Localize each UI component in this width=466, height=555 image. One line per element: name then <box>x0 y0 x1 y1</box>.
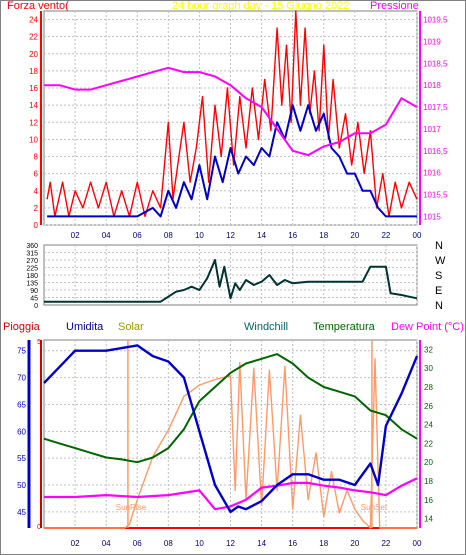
pressure-ytick: 1016 <box>423 169 441 178</box>
humidity-ytick: 55 <box>17 454 26 463</box>
wind-ytick: 10 <box>29 135 38 144</box>
wind-average-line <box>47 104 417 218</box>
wind-xtick: 08 <box>164 231 173 240</box>
chart-title: 24 hour graph day - 15 Giugno 2022 <box>172 0 350 12</box>
wind-xtick: 20 <box>350 231 359 240</box>
wind-ytick: 18 <box>29 67 38 76</box>
wind-xtick: 18 <box>319 231 328 240</box>
sunset-label: SunSet <box>361 503 388 512</box>
wind-xtick: 00 <box>413 231 422 240</box>
temp-xtick: 04 <box>102 539 111 548</box>
temperature-ytick: 22 <box>424 439 433 448</box>
humidity-line <box>43 344 419 514</box>
pressure-ytick: 1019 <box>423 38 441 47</box>
wind-ytick: 16 <box>29 84 38 93</box>
temperature-legend: Temperatura <box>313 321 375 333</box>
temperature-ytick: 14 <box>424 515 433 524</box>
wind-direction-line <box>44 259 418 303</box>
direction-ytick: 270 <box>26 258 38 265</box>
temperature-ytick: 30 <box>424 364 433 373</box>
wind-xtick: 12 <box>226 231 235 240</box>
rain-ytick: 0 <box>37 524 41 531</box>
windchill-legend: Windchill <box>244 321 289 333</box>
dewpoint-legend: Dew Point (°C) <box>391 321 464 333</box>
direction-ytick: 135 <box>26 281 38 288</box>
wind-ytick: 6 <box>34 170 39 179</box>
wind-xtick: 10 <box>195 231 204 240</box>
direction-compass-label: E <box>435 285 442 297</box>
temperature-ytick: 16 <box>424 496 433 505</box>
direction-compass-label: N <box>435 300 443 312</box>
pressure-line <box>44 66 418 157</box>
wind-ytick: 2 <box>34 204 39 213</box>
wind-ytick: 24 <box>29 16 38 25</box>
direction-ytick: 45 <box>30 296 38 303</box>
temperature-ytick: 18 <box>424 477 433 486</box>
wind-xtick: 06 <box>133 231 142 240</box>
temp-xtick: 02 <box>71 539 80 548</box>
pressure-ytick: 1018,5 <box>423 59 448 68</box>
pressure-ytick: 1018 <box>423 81 441 90</box>
temp-xtick: 22 <box>381 539 390 548</box>
humidity-ytick: 45 <box>17 508 26 517</box>
direction-compass-label: W <box>435 255 446 267</box>
humidity-ytick: 75 <box>17 347 26 356</box>
temperature-ytick: 24 <box>424 421 433 430</box>
temp-xtick: 12 <box>226 539 235 548</box>
temp-xtick: 18 <box>319 539 328 548</box>
temp-xtick: 10 <box>195 539 204 548</box>
humidity-ytick: 70 <box>17 374 26 383</box>
wind-xtick: 02 <box>71 231 80 240</box>
dewpoint-line <box>44 477 418 511</box>
pressure-ytick: 1017 <box>423 125 441 134</box>
wind-xtick: 14 <box>257 231 266 240</box>
wind-xtick: 22 <box>381 231 390 240</box>
direction-ytick: 90 <box>30 288 38 295</box>
wind-ytick: 8 <box>34 153 39 162</box>
wind-axis-title: Forza vento( <box>7 0 69 12</box>
solar-legend: Solar <box>118 321 144 333</box>
rain-axis-title: Pioggia <box>3 321 40 333</box>
temperature-ytick: 32 <box>424 345 433 354</box>
pressure-ytick: 1015,5 <box>423 190 448 199</box>
direction-compass-label: S <box>435 270 442 282</box>
direction-ytick: 180 <box>26 273 38 280</box>
rain-ytick: 5 <box>37 339 41 346</box>
wind-ytick: 22 <box>29 33 38 42</box>
humidity-ytick: 50 <box>17 481 26 490</box>
wind-ytick: 0 <box>34 221 39 230</box>
temperature-ytick: 20 <box>424 458 433 467</box>
temperature-ytick: 26 <box>424 402 433 411</box>
temp-xtick: 08 <box>164 539 173 548</box>
direction-ytick: 360 <box>26 243 38 250</box>
temp-xtick: 20 <box>350 539 359 548</box>
sunrise-label: SunRise <box>116 503 147 512</box>
temp-xtick: 00 <box>413 539 422 548</box>
wind-ytick: 4 <box>34 187 39 196</box>
pressure-ytick: 1015 <box>423 212 441 221</box>
wind-xtick: 04 <box>102 231 111 240</box>
direction-compass-label: N <box>435 240 443 252</box>
pressure-ytick: 1017,5 <box>423 103 448 112</box>
temp-xtick: 16 <box>288 539 297 548</box>
temperature-line <box>43 353 418 464</box>
humidity-ytick: 65 <box>17 400 26 409</box>
temp-xtick: 14 <box>257 539 266 548</box>
pressure-ytick: 1016,5 <box>423 147 448 156</box>
direction-ytick: 225 <box>26 266 38 273</box>
humidity-legend: Umidita <box>66 321 104 333</box>
wind-xtick: 16 <box>288 231 297 240</box>
wind-ytick: 20 <box>29 50 38 59</box>
humidity-ytick: 60 <box>17 427 26 436</box>
pressure-axis-title: Pressione <box>370 0 419 12</box>
temperature-ytick: 28 <box>424 383 433 392</box>
solar-line <box>44 358 417 529</box>
wind-ytick: 14 <box>29 101 38 110</box>
pressure-ytick: 1019,5 <box>423 16 448 25</box>
temp-xtick: 06 <box>133 539 142 548</box>
direction-ytick: 315 <box>26 251 38 258</box>
direction-ytick: 0 <box>34 303 38 310</box>
wind-ytick: 12 <box>29 118 38 127</box>
